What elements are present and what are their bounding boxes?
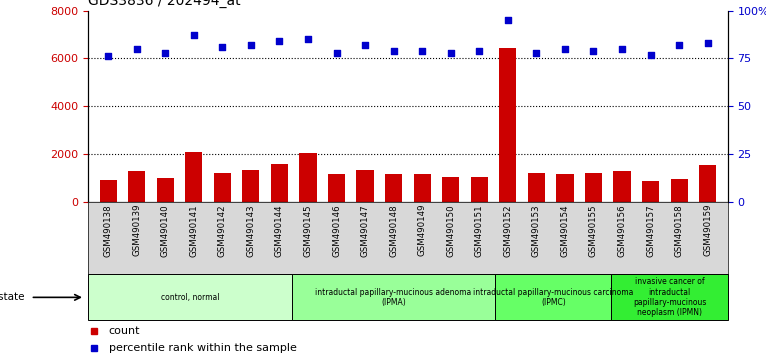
- Text: GSM490149: GSM490149: [417, 204, 427, 256]
- Point: [444, 50, 457, 56]
- Point: [388, 48, 400, 53]
- Bar: [585, 173, 602, 202]
- Point: [244, 42, 257, 48]
- Point: [359, 42, 372, 48]
- Text: GSM490154: GSM490154: [561, 204, 569, 257]
- Text: GSM490148: GSM490148: [389, 204, 398, 257]
- FancyBboxPatch shape: [292, 274, 495, 320]
- Text: GSM490150: GSM490150: [447, 204, 455, 257]
- Point: [273, 38, 286, 44]
- Bar: [442, 177, 460, 202]
- Bar: [185, 152, 202, 202]
- Text: GSM490147: GSM490147: [361, 204, 369, 257]
- Bar: [128, 171, 146, 202]
- Point: [559, 46, 571, 52]
- Point: [130, 46, 142, 52]
- Point: [616, 46, 628, 52]
- FancyBboxPatch shape: [88, 274, 292, 320]
- Text: GSM490141: GSM490141: [189, 204, 198, 257]
- Text: GSM490155: GSM490155: [589, 204, 598, 257]
- Bar: [300, 153, 316, 202]
- Text: GSM490151: GSM490151: [475, 204, 484, 257]
- Text: GSM490158: GSM490158: [675, 204, 684, 257]
- Bar: [271, 164, 288, 202]
- Point: [159, 50, 172, 56]
- Point: [502, 17, 514, 23]
- Text: GSM490143: GSM490143: [247, 204, 255, 257]
- Point: [702, 40, 714, 46]
- Text: count: count: [109, 326, 140, 336]
- Point: [302, 36, 314, 42]
- Text: intraductal papillary-mucinous carcinoma
(IPMC): intraductal papillary-mucinous carcinoma…: [473, 288, 633, 307]
- Point: [330, 50, 342, 56]
- Text: GDS3836 / 202494_at: GDS3836 / 202494_at: [88, 0, 241, 8]
- Point: [416, 48, 428, 53]
- Bar: [670, 179, 688, 202]
- Text: GSM490145: GSM490145: [303, 204, 313, 257]
- Text: disease state: disease state: [0, 292, 25, 302]
- Bar: [642, 182, 660, 202]
- Point: [188, 33, 200, 38]
- FancyBboxPatch shape: [495, 274, 611, 320]
- Bar: [614, 171, 630, 202]
- Bar: [556, 174, 574, 202]
- Bar: [528, 173, 545, 202]
- Text: invasive cancer of
intraductal
papillary-mucinous
neoplasm (IPMN): invasive cancer of intraductal papillary…: [633, 277, 706, 318]
- Point: [673, 42, 686, 48]
- Text: GSM490153: GSM490153: [532, 204, 541, 257]
- Text: control, normal: control, normal: [161, 293, 219, 302]
- FancyBboxPatch shape: [611, 274, 728, 320]
- Bar: [214, 173, 231, 202]
- Text: GSM490159: GSM490159: [703, 204, 712, 256]
- Text: GSM490144: GSM490144: [275, 204, 284, 257]
- Bar: [156, 178, 174, 202]
- Bar: [328, 174, 345, 202]
- Point: [644, 52, 656, 57]
- Bar: [242, 170, 260, 202]
- Text: GSM490152: GSM490152: [503, 204, 512, 257]
- Bar: [471, 177, 488, 202]
- Text: GSM490139: GSM490139: [132, 204, 141, 256]
- Bar: [100, 180, 116, 202]
- Text: GSM490157: GSM490157: [646, 204, 655, 257]
- Point: [588, 48, 600, 53]
- Bar: [499, 48, 516, 202]
- Text: GSM490146: GSM490146: [332, 204, 341, 257]
- Bar: [385, 174, 402, 202]
- Point: [473, 48, 486, 53]
- Text: GSM490138: GSM490138: [103, 204, 113, 257]
- Bar: [414, 174, 430, 202]
- Bar: [699, 165, 716, 202]
- Point: [530, 50, 542, 56]
- Text: percentile rank within the sample: percentile rank within the sample: [109, 343, 296, 353]
- Point: [102, 54, 114, 59]
- Text: GSM490140: GSM490140: [161, 204, 170, 257]
- Text: GSM490142: GSM490142: [218, 204, 227, 257]
- Bar: [356, 170, 374, 202]
- Point: [216, 44, 228, 50]
- Text: intraductal papillary-mucinous adenoma
(IPMA): intraductal papillary-mucinous adenoma (…: [316, 288, 472, 307]
- Text: GSM490156: GSM490156: [617, 204, 627, 257]
